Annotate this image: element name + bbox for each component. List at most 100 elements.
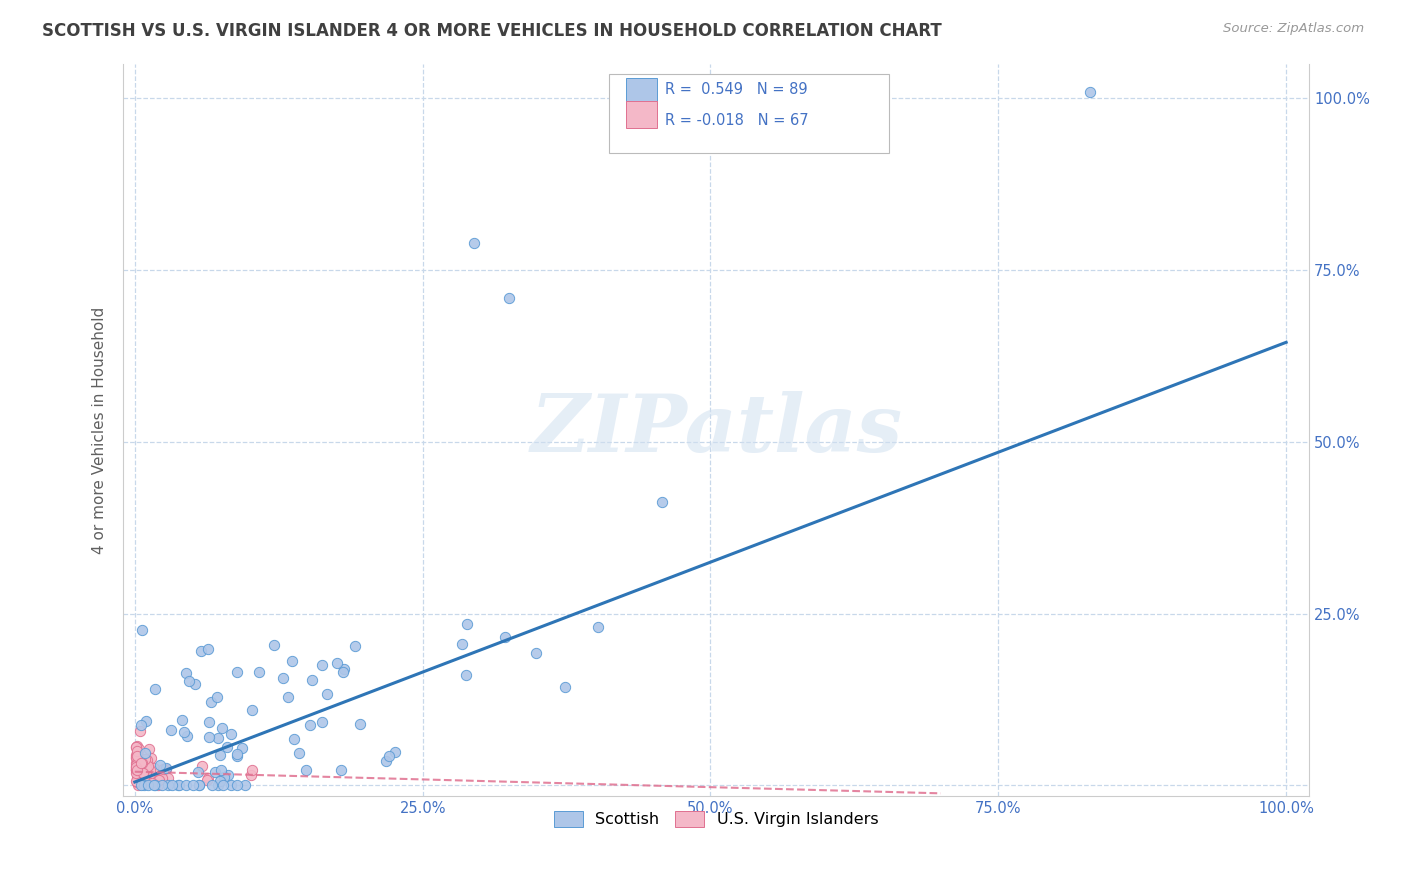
Point [146,773,169,788]
Point [149,758,172,772]
Point [127,748,149,763]
Point [301,673,323,687]
Point [125,739,148,754]
Point [311,658,333,673]
Point [167,779,190,793]
Point [152,762,174,776]
Text: Source: ZipAtlas.com: Source: ZipAtlas.com [1223,22,1364,36]
Point [125,751,148,765]
Point [125,759,148,773]
Point [174,665,197,680]
Point [127,747,149,761]
Point [150,779,173,793]
Point [456,667,478,681]
Point [209,763,232,777]
Point [173,725,195,739]
Text: SCOTTISH VS U.S. VIRGIN ISLANDER 4 OR MORE VEHICLES IN HOUSEHOLD CORRELATION CHA: SCOTTISH VS U.S. VIRGIN ISLANDER 4 OR MO… [42,22,942,40]
Point [463,235,485,250]
Point [349,717,371,731]
Text: R = -0.018   N = 67: R = -0.018 N = 67 [665,113,808,128]
Point [451,637,474,651]
Point [219,779,242,793]
Point [247,665,270,680]
Point [184,677,207,691]
Point [142,761,165,775]
Point [384,745,406,759]
Point [131,765,153,780]
Point [554,680,576,694]
Point [294,763,316,777]
Point [150,771,173,785]
Point [197,771,219,785]
Point [187,779,209,793]
Point [134,774,156,789]
Point [128,772,150,787]
Point [131,756,153,771]
Point [138,771,160,785]
Point [134,746,156,760]
Point [155,761,177,775]
Point [136,753,159,767]
Point [127,771,149,785]
Point [125,756,148,771]
Point [240,768,263,782]
Point [333,662,356,676]
Point [128,755,150,769]
Point [129,718,152,732]
Point [263,638,285,652]
Point [174,779,197,793]
Point [135,774,157,789]
Point [127,760,149,774]
Point [170,714,193,728]
Point [143,779,166,793]
Point [198,714,221,729]
Point [233,779,256,793]
Point [498,291,520,305]
Point [127,748,149,763]
Point [191,758,214,772]
Point [212,779,235,793]
Point [198,731,221,745]
Point [326,656,349,670]
Text: R =  0.549   N = 89: R = 0.549 N = 89 [665,82,807,96]
Point [134,779,156,793]
Point [201,779,224,793]
Point [143,779,166,793]
Point [207,779,229,793]
Point [156,779,179,793]
Point [125,763,148,777]
Point [125,774,148,789]
Point [176,729,198,743]
Point [211,721,233,735]
Point [200,695,222,709]
Point [141,775,163,789]
Point [343,639,366,653]
Point [142,769,165,783]
Point [1080,85,1102,99]
Point [131,623,153,637]
Point [195,772,218,787]
Point [375,754,398,768]
Point [125,763,148,777]
Point [135,714,157,728]
Point [288,746,311,760]
Point [125,763,148,777]
Point [205,690,228,704]
Point [125,739,148,754]
Point [378,749,401,764]
Text: ZIPatlas: ZIPatlas [530,392,903,468]
Point [226,747,249,761]
Point [139,763,162,777]
Point [188,779,211,793]
Point [271,671,294,685]
Point [181,779,204,793]
Point [494,631,516,645]
Legend: Scottish, U.S. Virgin Islanders: Scottish, U.S. Virgin Islanders [546,803,887,835]
Point [315,687,337,701]
Point [125,757,148,772]
Point [311,715,333,730]
Point [177,673,200,688]
Point [143,682,166,697]
Point [134,774,156,789]
Point [138,759,160,773]
